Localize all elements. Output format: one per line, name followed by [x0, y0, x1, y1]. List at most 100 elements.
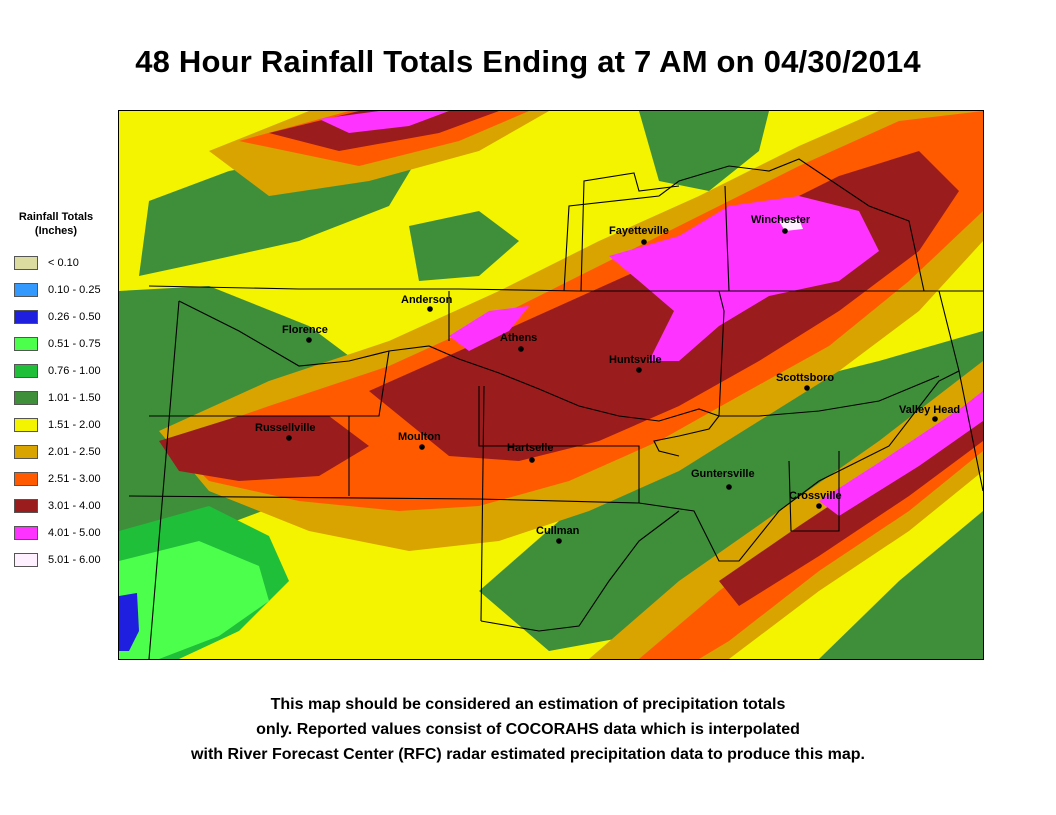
legend-label: 2.01 - 2.50: [48, 446, 101, 458]
city-dot: [518, 346, 524, 352]
city-dot: [816, 503, 822, 509]
city-label: Crossville: [789, 490, 842, 502]
county-line: [480, 510, 680, 632]
disclaimer-line2: only. Reported values consist of COCORAH…: [256, 721, 800, 738]
city-label: Winchester: [751, 214, 811, 226]
legend-swatch: [14, 472, 38, 486]
legend-swatch: [14, 445, 38, 459]
state-line: [148, 285, 983, 292]
city-hartselle: Hartselle: [507, 442, 553, 463]
rain-zone-4-01-5-00-athens: [449, 306, 529, 351]
city-label: Valley Head: [899, 404, 960, 416]
city-label: Huntsville: [609, 354, 662, 366]
rain-zone-0-26-0-50-southwest: [119, 593, 139, 651]
city-label: Fayetteville: [609, 225, 669, 237]
city-label: Hartselle: [507, 442, 553, 454]
city-moulton: Moulton: [398, 431, 441, 450]
legend-label: < 0.10: [48, 257, 79, 269]
legend-swatch: [14, 499, 38, 513]
city-florence: Florence: [282, 324, 328, 343]
disclaimer-line1: This map should be considered an estimat…: [270, 696, 786, 713]
county-boundaries: [128, 158, 983, 659]
legend-title: Rainfall Totals (Inches): [6, 210, 106, 238]
legend-swatch: [14, 391, 38, 405]
rain-zone-2-01-2-50-southeast: [589, 361, 983, 659]
legend-label: 5.01 - 6.00: [48, 554, 101, 566]
rainfall-map-canvas: Fayetteville Winchester Anderson Florenc…: [119, 111, 983, 659]
river-boundary: [178, 300, 720, 457]
city-cullman: Cullman: [536, 525, 580, 544]
city-dot: [427, 306, 433, 312]
city-dot: [419, 444, 425, 450]
city-dot: [286, 435, 292, 441]
county-line: [718, 290, 725, 417]
rain-zone-4-01-5-00-winchester: [609, 196, 879, 361]
county-line: [938, 290, 960, 372]
tn-county-line: [580, 172, 680, 292]
legend-label: 0.76 - 1.00: [48, 365, 101, 377]
legend-swatch: [14, 526, 38, 540]
legend-swatch: [14, 283, 38, 297]
city-crossville: Crossville: [789, 490, 842, 509]
legend-label: 1.51 - 2.00: [48, 419, 101, 431]
rain-zone-1-01-1-50-northwest: [409, 211, 519, 281]
legend-label: 3.01 - 4.00: [48, 500, 101, 512]
legend: Rainfall Totals (Inches) < 0.10 0.10 - 0…: [6, 210, 116, 567]
county-line: [480, 385, 485, 622]
city-markers: Fayetteville Winchester Anderson Florenc…: [255, 214, 960, 544]
city-dot: [932, 416, 938, 422]
city-label: Athens: [500, 332, 537, 344]
county-line: [478, 386, 640, 503]
city-label: Scottsboro: [776, 372, 834, 384]
legend-label: 0.26 - 0.50: [48, 311, 101, 323]
county-line: [638, 370, 983, 562]
legend-label: 4.01 - 5.00: [48, 527, 101, 539]
legend-swatch: [14, 337, 38, 351]
city-label: Cullman: [536, 525, 580, 537]
disclaimer: This map should be considered an estimat…: [0, 692, 1056, 767]
legend-swatch: [14, 364, 38, 378]
city-dot: [782, 228, 788, 234]
city-label: Moulton: [398, 431, 441, 443]
legend-label: 1.01 - 1.50: [48, 392, 101, 404]
legend-label: 0.51 - 0.75: [48, 338, 101, 350]
city-dot: [641, 239, 647, 245]
legend-swatch: [14, 310, 38, 324]
tn-county-line: [563, 158, 925, 292]
city-label: Florence: [282, 324, 328, 336]
county-line: [148, 300, 180, 659]
city-huntsville: Huntsville: [609, 354, 662, 373]
city-anderson: Anderson: [401, 294, 453, 312]
city-fayetteville: Fayetteville: [609, 225, 669, 245]
county-line: [349, 350, 390, 417]
rain-zone-5-01-6-00-winchester: [779, 219, 803, 231]
city-dot: [306, 337, 312, 343]
rain-zone-1-01-1-50-center: [479, 331, 983, 651]
map-title: 48 Hour Rainfall Totals Ending at 7 AM o…: [135, 44, 921, 79]
city-winchester: Winchester: [751, 214, 811, 234]
city-dot: [529, 457, 535, 463]
legend-label: 2.51 - 3.00: [48, 473, 101, 485]
rain-zone-4-01-5-00-valleyhead: [819, 391, 983, 516]
legend-swatch: [14, 418, 38, 432]
city-guntersville: Guntersville: [691, 468, 755, 490]
city-label: Anderson: [401, 294, 453, 306]
rain-zone-3-01-4-00-russellville: [159, 416, 369, 481]
city-athens: Athens: [500, 332, 537, 352]
legend-title-line1: Rainfall Totals: [18, 211, 94, 223]
tn-county-line: [724, 185, 730, 292]
rain-zone-4-01-5-00-north: [319, 111, 449, 133]
disclaimer-line3: with River Forecast Center (RFC) radar e…: [191, 746, 865, 763]
city-dot: [804, 385, 810, 391]
rain-zone-1-01-1-50-northeast: [639, 111, 769, 191]
county-line: [788, 451, 840, 532]
city-dot: [556, 538, 562, 544]
legend-label: 0.10 - 0.25: [48, 284, 101, 296]
legend-swatch: [14, 256, 38, 270]
legend-swatch: [14, 553, 38, 567]
city-label: Russellville: [255, 422, 316, 434]
county-line: [719, 375, 940, 417]
city-scottsboro: Scottsboro: [776, 372, 834, 391]
rain-zone-1-01-1-50-southeast: [819, 511, 983, 659]
city-russellville: Russellville: [255, 422, 316, 441]
